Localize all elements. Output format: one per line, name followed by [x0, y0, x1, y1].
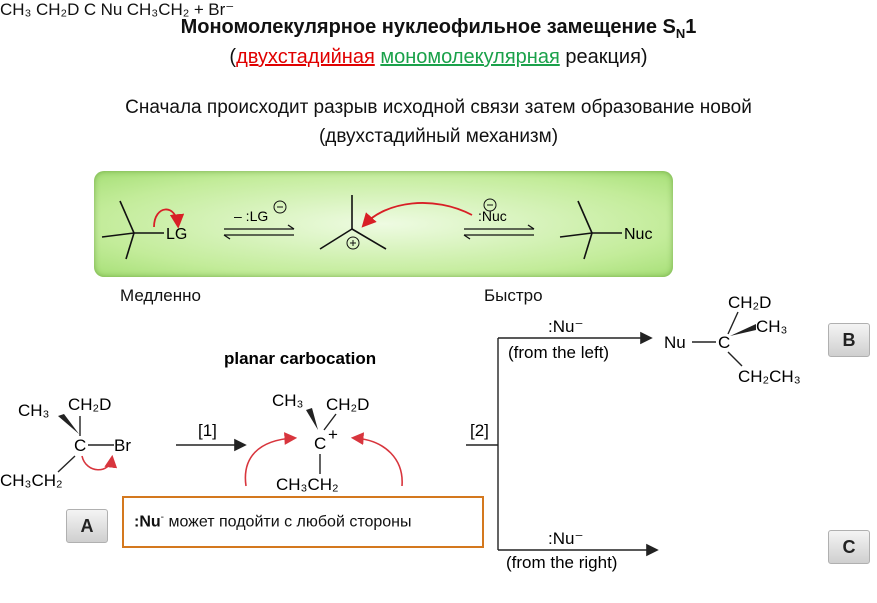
badge-a: A	[66, 509, 108, 543]
a-leaving-arrow	[81, 454, 118, 471]
mechanism-diagram: LG – :LG :Nuc	[101, 195, 652, 260]
lg-label: LG	[166, 226, 187, 243]
left-attack-arrow	[244, 432, 298, 487]
subtitle-open: (	[229, 46, 237, 68]
b-wedge	[730, 324, 756, 336]
nu-upper: :Nu⁻	[548, 317, 583, 336]
badge-b: B	[828, 323, 870, 357]
callout-sup: -	[160, 512, 164, 523]
minus-lg-label: – :LG	[234, 208, 268, 224]
b-bonds	[692, 311, 743, 367]
callout-nu: :Nu	[134, 513, 161, 531]
b-carbon: C	[718, 333, 730, 352]
from-right-label: (from the right)	[506, 553, 617, 572]
c-nu: Nu	[100, 0, 123, 19]
title-main: Мономолекулярное нуклеофильное замещение…	[180, 16, 676, 38]
cation-charge: +	[328, 425, 338, 444]
mechanism-box: LG – :LG :Nuc	[94, 171, 673, 277]
leaving-arrow	[153, 208, 185, 229]
right-attack-arrow	[350, 432, 403, 487]
b-ch2ch3: CH₂CH₃	[738, 367, 801, 386]
cation-ch3: CH₃	[272, 391, 303, 410]
c-ch3: CH₃	[0, 0, 32, 19]
c-carbon: C	[83, 0, 97, 19]
title-subscript: N	[675, 26, 686, 41]
c-ch3ch2: CH₃CH₂	[126, 0, 190, 19]
a-br: Br	[114, 436, 131, 455]
subtitle-mono: мономолекулярная	[380, 46, 560, 68]
a-ch3: CH₃	[18, 401, 49, 420]
nuc-minus-icon	[483, 198, 497, 212]
page-subtitle: (двухстадийная мономолекулярная реакция)	[0, 46, 877, 69]
description-line-2: (двухстадийный механизм)	[318, 126, 559, 147]
speed-slow: Медленно	[120, 286, 201, 305]
cation-bonds	[319, 413, 337, 474]
step2-label: [2]	[470, 421, 489, 440]
b-nu: Nu	[664, 333, 686, 352]
plus-charge-icon	[346, 236, 360, 250]
nu-lower: :Nu⁻	[548, 529, 583, 548]
equilibrium-arrows-2	[463, 224, 535, 240]
plus-sign: +	[193, 0, 204, 19]
product-skeleton	[559, 200, 622, 260]
carbocation-skeleton	[319, 195, 387, 250]
attack-arrow	[361, 202, 473, 228]
a-ch3ch2: CH₃CH₂	[0, 471, 63, 490]
callout-text: может подойти с любой стороны	[164, 513, 412, 531]
a-wedge	[58, 414, 79, 434]
from-left-label: (from the left)	[508, 343, 609, 362]
reaction-scheme: CH₃ CH₂D C Br CH₃CH₂ [1] planar carbocat…	[0, 293, 801, 572]
b-ch2d: CH₂D	[728, 293, 771, 312]
b-ch3: CH₃	[756, 317, 787, 336]
product-nuc-label: Nuc	[624, 226, 652, 243]
a-carbon: C	[74, 436, 86, 455]
branch-lines	[466, 338, 499, 550]
nu-callout: :Nu- может подойти с любой стороны	[122, 496, 484, 548]
a-ch2d: CH₂D	[68, 395, 111, 414]
nuc-label: :Nuc	[478, 208, 507, 224]
planar-label: planar carbocation	[224, 349, 376, 368]
cation-ch3ch2: CH₃CH₂	[276, 475, 339, 494]
speed-fast: Быстро	[484, 286, 543, 305]
subtitle-rest: реакция)	[559, 46, 648, 68]
subtitle-two-stage: двухстадийная	[236, 46, 375, 68]
minus-charge-icon	[273, 200, 287, 214]
cation-ch2d: CH₂D	[326, 395, 369, 414]
c-ch2d: CH₂D	[35, 0, 80, 19]
badge-c: C	[828, 530, 870, 564]
a-bonds	[57, 416, 114, 473]
substrate-skeleton	[101, 200, 164, 260]
c-wedge: + Br⁻ A B C :Nu- может подойти с любой с…	[66, 0, 870, 564]
cation-wedge	[306, 408, 318, 430]
equilibrium-arrows-1	[223, 224, 295, 240]
description-line-1: Сначала происходит разрыв исходной связи…	[125, 97, 752, 118]
page-title: Мономолекулярное нуклеофильное замещение…	[0, 16, 877, 41]
cation-carbon: C	[314, 434, 326, 453]
step1-label: [1]	[198, 421, 217, 440]
title-number: 1	[685, 16, 697, 38]
br-minus: Br⁻	[208, 0, 235, 19]
